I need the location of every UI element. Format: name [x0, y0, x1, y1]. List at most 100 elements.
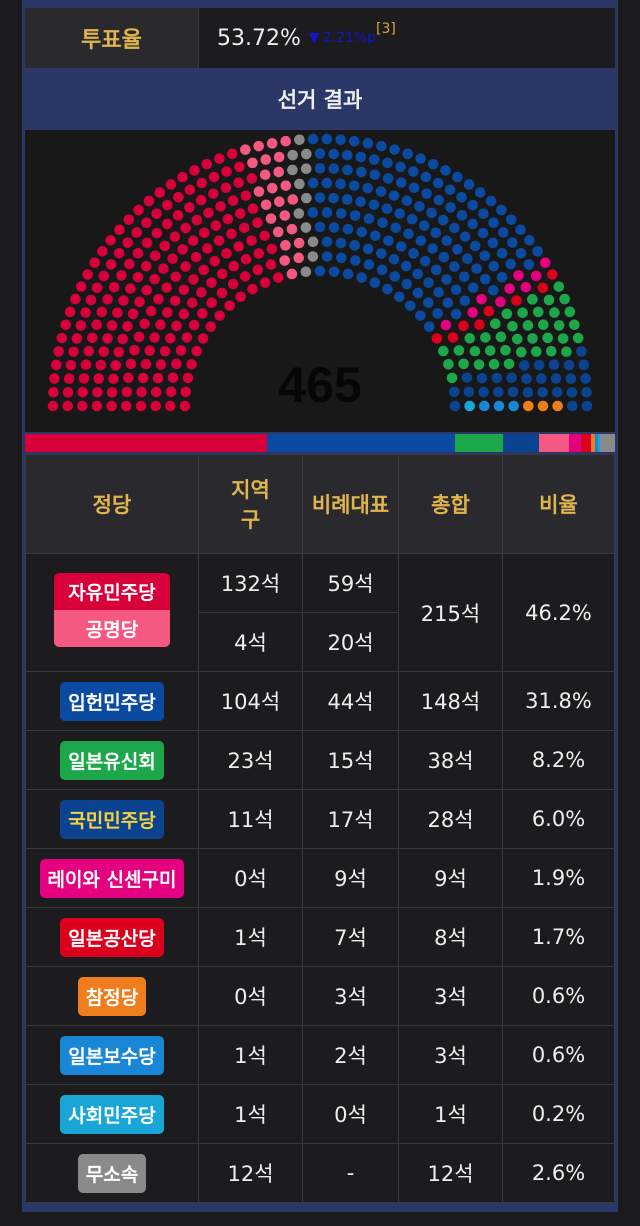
seat-dot — [523, 259, 535, 270]
total-seats: 28석 — [398, 789, 503, 849]
district-seats: 0석 — [198, 848, 303, 908]
seat-dot — [116, 270, 127, 281]
seat-dot — [511, 295, 522, 306]
seat-dot — [458, 320, 469, 332]
seat-dot — [362, 182, 374, 194]
seat-dot — [321, 133, 333, 145]
table-row: 입헌민주당 104석 44석 148석 31.8% — [25, 671, 615, 731]
seat-dot — [464, 333, 476, 344]
seat-dot — [60, 319, 71, 331]
seat-dot — [368, 154, 380, 165]
bar-segment — [590, 434, 595, 452]
parliament-chart: 465 — [25, 130, 615, 432]
seat-dot — [279, 255, 291, 266]
seat-dot — [389, 271, 401, 282]
seat-dot — [362, 243, 374, 255]
seat-dot — [93, 373, 104, 384]
party-badge[interactable]: 일본유신회 — [60, 740, 164, 780]
seat-dot — [63, 373, 75, 385]
district-seats: 4석 — [198, 612, 303, 672]
seat-dot — [191, 345, 202, 357]
seat-dot — [522, 387, 534, 398]
seat-dot — [158, 263, 169, 274]
seat-dot — [553, 320, 565, 331]
seat-dot — [228, 260, 240, 272]
seat-dot — [187, 235, 199, 247]
party-badge[interactable]: 참정당 — [77, 976, 147, 1016]
party-badge[interactable]: 무소속 — [77, 1153, 147, 1193]
bar-segment — [594, 434, 599, 452]
seat-dot — [442, 297, 454, 309]
seat-dot — [197, 308, 208, 319]
seat-dot — [167, 372, 179, 383]
seat-dot — [252, 264, 264, 276]
seat-dot — [459, 295, 471, 307]
seat-dot — [527, 294, 538, 305]
party-badge[interactable]: 레이와 신센구미 — [39, 858, 185, 898]
seat-dot — [293, 237, 305, 249]
seat-dot — [446, 372, 458, 384]
seat-dot — [161, 199, 173, 211]
seat-dot — [137, 372, 149, 384]
seat-dot — [208, 188, 219, 199]
seat-dot — [124, 258, 135, 270]
seat-dot — [106, 400, 117, 412]
seat-ratio: 31.8% — [502, 671, 615, 731]
seat-dot — [293, 208, 305, 219]
seat-ratio: 0.2% — [502, 1084, 615, 1144]
seat-dot — [479, 250, 491, 262]
party-badge[interactable]: 일본보수당 — [60, 1035, 164, 1075]
seat-dot — [321, 251, 333, 262]
district-seats: 1석 — [198, 1084, 303, 1144]
coalition-badge[interactable]: 자유민주당 공명당 — [54, 573, 170, 647]
table-row: 일본공산당 1석 7석 8석 1.7% — [25, 907, 615, 967]
seat-dot — [342, 223, 354, 235]
seat-dot — [432, 177, 444, 189]
bar-segment — [25, 434, 268, 452]
seat-dot — [464, 400, 475, 412]
seat-dot — [227, 195, 239, 206]
seat-dot — [496, 204, 507, 216]
seat-dot — [557, 333, 569, 344]
seat-dot — [383, 235, 394, 246]
reference-link[interactable]: [3] — [376, 21, 396, 37]
total-seats: 38석 — [398, 730, 503, 790]
seat-dot — [85, 294, 97, 306]
seat-dot — [569, 319, 580, 331]
seat-dot — [559, 293, 570, 305]
seat-dot — [473, 359, 485, 370]
seat-dot — [70, 293, 81, 305]
party-badge[interactable]: 사회민주당 — [60, 1094, 164, 1134]
seat-dot — [274, 196, 285, 207]
seat-dot — [106, 387, 118, 398]
party-badge[interactable]: 국민민주당 — [60, 799, 164, 839]
bar-segment — [580, 434, 591, 452]
seat-dot — [377, 217, 388, 229]
seat-dot — [462, 253, 473, 264]
seat-dot — [452, 244, 463, 255]
seat-dot — [97, 245, 108, 257]
seat-dot — [151, 208, 162, 219]
seat-dot — [246, 173, 258, 184]
seat-dot — [125, 358, 137, 370]
seat-dot — [487, 284, 499, 296]
party-badge[interactable]: 일본공산당 — [60, 917, 164, 957]
seat-dot — [108, 373, 119, 385]
seat-dot — [165, 400, 176, 412]
party-badge-komeito[interactable]: 공명당 — [54, 610, 170, 647]
seat-dot — [341, 194, 353, 205]
party-badge[interactable]: 입헌민주당 — [60, 681, 164, 721]
seat-dot — [553, 281, 565, 292]
seat-dot — [441, 274, 452, 285]
seat-dot — [253, 248, 265, 259]
seat-dot — [342, 268, 354, 280]
seat-dot — [328, 266, 340, 278]
seat-dot — [471, 263, 482, 274]
party-badge-ldp[interactable]: 자유민주당 — [54, 573, 170, 610]
seat-dot — [75, 320, 87, 331]
seat-dot — [550, 373, 562, 384]
seat-dot — [474, 187, 486, 198]
seat-dot — [480, 332, 491, 343]
seat-dot — [165, 179, 177, 190]
seat-dot — [247, 283, 258, 295]
